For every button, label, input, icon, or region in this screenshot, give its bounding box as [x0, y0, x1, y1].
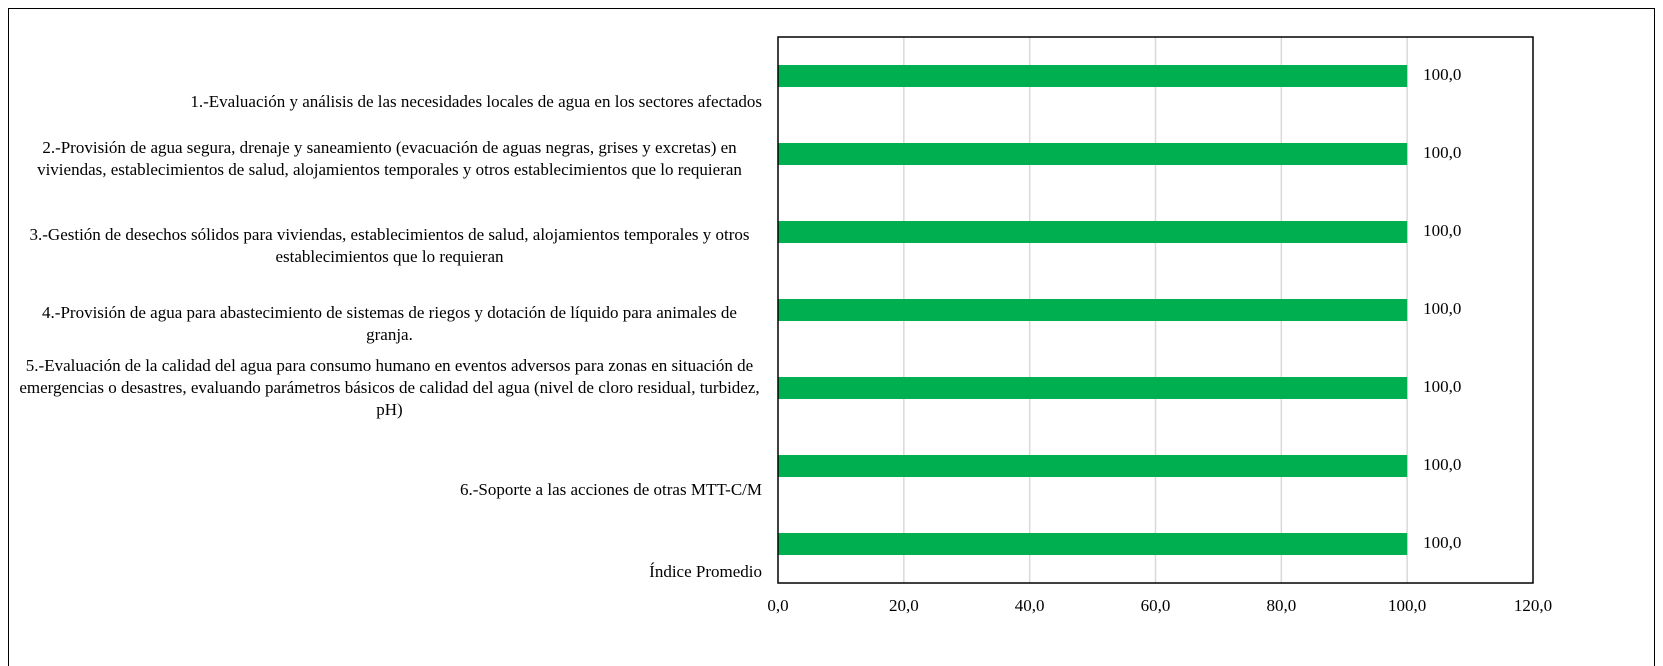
- x-tick-label: 40,0: [1015, 596, 1045, 615]
- data-label: 100,0: [1423, 377, 1461, 396]
- data-label: 100,0: [1423, 533, 1461, 552]
- x-tick-label: 120,0: [1514, 596, 1552, 615]
- x-tick-label: 60,0: [1141, 596, 1171, 615]
- bar: [778, 143, 1408, 165]
- bar: [778, 455, 1408, 477]
- y-tick-label: 2.-Provisión de agua segura, drenaje y s…: [37, 138, 742, 179]
- x-tick-label: 100,0: [1388, 596, 1426, 615]
- bar: [778, 65, 1408, 87]
- y-tick-label: 4.-Provisión de agua para abastecimiento…: [42, 303, 737, 344]
- bar: [778, 377, 1408, 399]
- data-label: 100,0: [1423, 299, 1461, 318]
- plot-border: [777, 36, 1534, 584]
- frame: [8, 8, 1655, 666]
- data-label: 100,0: [1423, 143, 1461, 162]
- y-tick-label: 5.-Evaluación de la calidad del agua par…: [19, 356, 760, 419]
- x-tick-label: 80,0: [1266, 596, 1296, 615]
- data-label: 100,0: [1423, 221, 1461, 240]
- data-label: 100,0: [1423, 455, 1461, 474]
- bar: [778, 533, 1408, 555]
- bar: [778, 299, 1408, 321]
- y-tick-label: 3.-Gestión de desechos sólidos para vivi…: [29, 225, 750, 266]
- bar: [778, 221, 1408, 243]
- x-tick-label: 20,0: [889, 596, 919, 615]
- x-tick-label: 0,0: [767, 596, 788, 615]
- data-label: 100,0: [1423, 65, 1461, 84]
- y-tick-label: 6.-Soporte a las acciones de otras MTT-C…: [460, 480, 762, 499]
- y-tick-label: 1.-Evaluación y análisis de las necesida…: [190, 92, 762, 111]
- y-tick-label: Índice Promedio: [649, 562, 762, 581]
